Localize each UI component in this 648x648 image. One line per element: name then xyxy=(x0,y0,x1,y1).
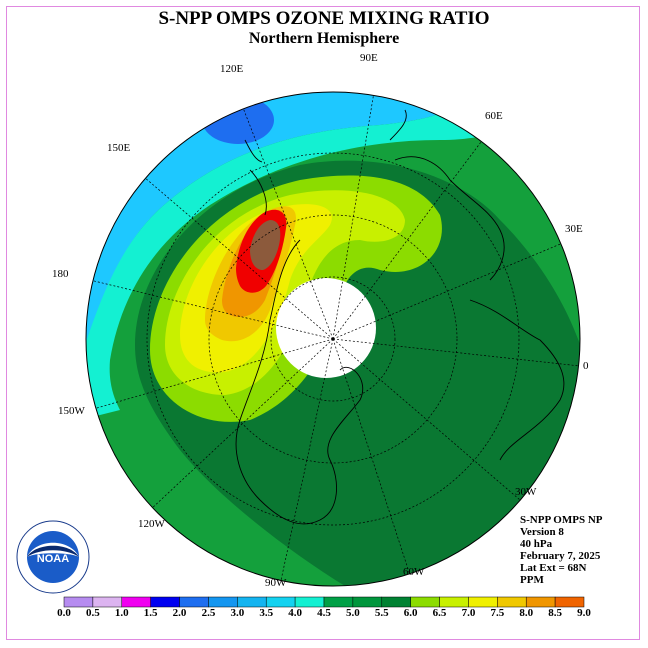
lon-label-30w: 30W xyxy=(515,486,537,498)
colorbar-tick-label: 5.5 xyxy=(374,607,389,619)
map-subtitle: Northern Hemisphere xyxy=(248,30,400,47)
info-units: PPM xyxy=(520,574,544,586)
colorbar-tick-label: 1.5 xyxy=(143,607,158,619)
coastlines xyxy=(235,109,565,525)
colorbar-tick-label: 8.5 xyxy=(548,607,562,619)
info-date: February 7, 2025 xyxy=(520,550,601,562)
no-data-pole xyxy=(276,278,376,378)
lon-label-60e: 60E xyxy=(485,110,503,122)
colorbar-tick-label: 0.5 xyxy=(86,607,100,619)
lon-label-90w: 90W xyxy=(265,577,287,589)
info-instrument: S-NPP OMPS NP xyxy=(520,514,603,526)
colorbar-tick-label: 7.0 xyxy=(461,607,476,619)
lon-label-30e: 30E xyxy=(565,223,583,235)
figure-frame xyxy=(6,6,640,640)
colorbar-tick-label: 8.0 xyxy=(519,607,534,619)
latitude-circles xyxy=(146,152,520,526)
noaa-logo: NOAA xyxy=(16,520,90,594)
colorbar-tick-label: 3.5 xyxy=(259,607,274,619)
map-title: S-NPP OMPS OZONE MIXING RATIO xyxy=(158,8,490,29)
lon-label-150w: 150W xyxy=(58,405,85,417)
map-boundary xyxy=(85,91,581,587)
info-pressure: 40 hPa xyxy=(520,538,553,550)
noaa-logo-text: NOAA xyxy=(37,553,69,565)
longitude-lines xyxy=(89,92,580,586)
colorbar-tick-label: 3.0 xyxy=(230,607,245,619)
colorbar-tick-label: 4.5 xyxy=(317,607,331,619)
info-version: Version 8 xyxy=(520,526,564,538)
lon-label-0: 0 xyxy=(583,360,589,372)
colorbar-tick-label: 6.5 xyxy=(432,607,447,619)
colorbar-tick-label: 2.5 xyxy=(201,607,216,619)
colorbar-tick-label: 4.0 xyxy=(288,607,302,619)
lon-label-90e: 90E xyxy=(360,52,378,64)
ozone-low-blob xyxy=(202,96,274,144)
colorbar-tick-label: 1.0 xyxy=(114,607,129,619)
info-lat-ext: Lat Ext = 68N xyxy=(520,562,587,574)
lon-label-150e: 150E xyxy=(107,142,131,154)
lon-label-180: 180 xyxy=(52,268,69,280)
colorbar-labels: 0.0 0.5 1.0 1.5 2.0 2.5 3.0 3.5 4.0 4.5 5.0 5.5 6.0 6… xyxy=(0,607,648,621)
lon-label-60w: 60W xyxy=(403,566,425,578)
ozone-band-3.0 xyxy=(86,92,462,360)
colorbar-tick-label: 5.0 xyxy=(346,607,360,619)
lon-label-120e: 120E xyxy=(220,63,244,75)
ozone-band-9.0 xyxy=(250,220,281,270)
lon-label-120w: 120W xyxy=(138,518,165,530)
colorbar-tick-label: 6.0 xyxy=(403,607,418,619)
colorbar-tick-label: 9.0 xyxy=(577,607,591,619)
colorbar-tick-label: 7.5 xyxy=(490,607,505,619)
info-block: S-NPP OMPS NP Version 8 40 hPa February … xyxy=(520,514,603,586)
colorbar-tick-label: 2.0 xyxy=(172,607,187,619)
colorbar-tick-label: 0.0 xyxy=(57,607,71,619)
